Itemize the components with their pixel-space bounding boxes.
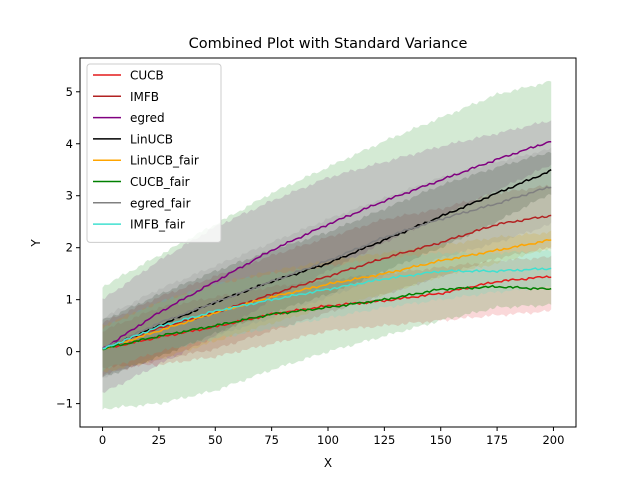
legend-label-egred: egred [130,111,165,125]
legend-label-linucb: LinUCB [130,132,173,146]
y-tick-label: 1 [66,293,73,307]
legend-label-cucb: CUCB [130,69,164,83]
band-cucb [102,255,552,369]
band-cucb-fair [102,80,552,410]
legend: CUCB IMFB egred LinUCB LinUCB_fair CUCB_faire… [86,63,222,243]
y-tick-label: −1 [56,397,73,411]
series-lines [102,140,552,351]
band-linucb-fair [102,230,552,373]
y-tick-label: 3 [66,189,73,203]
y-axis: −1 0 1 2 3 4 5 [56,85,80,411]
legend-label-imfb: IMFB [130,90,159,104]
band-imfb [102,184,552,377]
legend-label-egred-fair: egred_fair [130,196,191,210]
y-tick-label: 2 [66,241,73,255]
y-axis-label: Y [29,239,43,248]
x-tick-label: 75 [264,433,279,447]
band-egred [102,120,552,393]
x-tick-label: 100 [317,433,339,447]
line-imfb-fair [102,267,552,350]
band-egred-fair [102,147,552,378]
x-tick-label: 125 [373,433,395,447]
x-tick-label: 25 [152,433,167,447]
line-imfb [102,214,552,350]
line-egred-fair [102,186,552,350]
x-tick-label: 175 [486,433,508,447]
legend-label-imfb-fair: IMFB_fair [130,218,185,232]
line-linucb-fair [102,239,552,351]
x-tick-label: 0 [99,433,106,447]
y-tick-label: 4 [66,137,73,151]
chart-title: Combined Plot with Standard Variance [189,36,468,52]
x-tick-label: 150 [430,433,452,447]
band-imfb-fair [102,248,552,372]
y-tick-label: 0 [66,345,73,359]
variance-bands [102,80,552,410]
line-cucb [102,275,552,350]
y-tick-label: 5 [66,85,73,99]
x-axis: 0 25 50 75 100 125 150 175 200 [99,427,564,447]
legend-label-cucb-fair: CUCB_fair [130,175,190,189]
x-axis-label: X [324,456,332,470]
legend-label-linucb-fair: LinUCB_fair [130,154,199,168]
line-egred [102,140,552,350]
line-cucb-fair [102,284,552,351]
legend-box [86,63,222,243]
x-tick-label: 200 [542,433,564,447]
x-tick-label: 50 [208,433,223,447]
band-linucb [102,151,552,378]
